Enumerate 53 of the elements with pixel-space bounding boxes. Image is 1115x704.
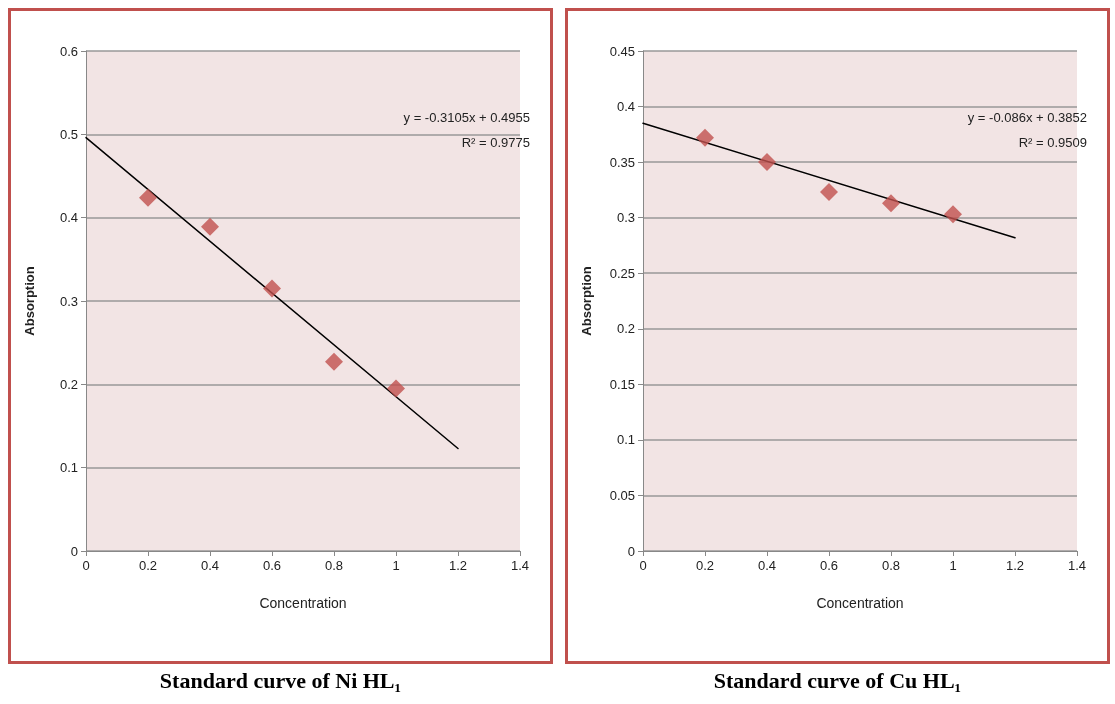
point	[758, 153, 776, 172]
annotation: y = -0.3105x + 0.4955	[403, 110, 530, 125]
x-tick-label: 0	[639, 558, 647, 573]
y-tick-label: 0.3	[616, 210, 635, 226]
y-tick-label: 0.1	[616, 432, 635, 448]
x-tick-label: 0.8	[324, 558, 344, 573]
y-axis-title: Absorption	[579, 266, 594, 336]
y-tick-label: 0.05	[609, 487, 635, 503]
point	[696, 128, 714, 147]
y-tick-label: 0.2	[59, 376, 78, 392]
text: Standard curve of Cu HL₁	[712, 668, 963, 694]
x-tick-label: 0.8	[881, 558, 901, 573]
x-tick-label: 0.4	[757, 558, 777, 573]
x-tick-label: 0.4	[200, 558, 220, 573]
x-tick-label: 1.4	[510, 558, 530, 573]
y-tick-label: 0.4	[59, 210, 78, 226]
y-tick-label: 0.5	[59, 126, 78, 142]
x-axis-title: Concentration	[816, 595, 904, 611]
x-tick-label: 1.2	[448, 558, 468, 573]
y-tick-label: 0	[70, 543, 78, 559]
x-tick-label: 0.6	[262, 558, 282, 573]
point	[820, 183, 838, 202]
y-tick-label: 0.25	[609, 265, 635, 281]
annotation: R² = 0.9509	[1018, 135, 1087, 150]
x-axis-title: Concentration	[259, 595, 347, 611]
point	[944, 205, 962, 224]
annotation: y = -0.086x + 0.3852	[967, 110, 1088, 125]
y-tick-label: 0.3	[59, 293, 78, 309]
y-tick-label: 0.6	[59, 43, 78, 59]
x-tick-label: 0	[82, 558, 90, 573]
point	[139, 188, 157, 207]
point	[325, 352, 343, 371]
x-tick-label: 1	[949, 558, 957, 573]
point	[387, 379, 405, 398]
y-tick-label: 0.45	[609, 43, 635, 59]
y-tick-label: 0.35	[609, 154, 635, 170]
y-tick-label: 0.15	[609, 376, 635, 392]
y-tick-label: 0.4	[616, 99, 635, 115]
x-tick-label: 0.2	[138, 558, 158, 573]
x-tick-label: 1	[392, 558, 400, 573]
y-axis-title: Absorption	[22, 266, 37, 336]
point	[882, 194, 900, 213]
text: Standard curve of Ni HL₁	[158, 668, 403, 694]
y-tick-label: 0	[627, 543, 635, 559]
y-tick-label: 0.1	[59, 460, 78, 476]
point	[263, 279, 281, 298]
x-tick-label: 0.6	[819, 558, 839, 573]
x-tick-label: 1.4	[1067, 558, 1087, 573]
x-tick-label: 0.2	[695, 558, 715, 573]
x-tick-label: 1.2	[1005, 558, 1025, 573]
annotation: R² = 0.9775	[461, 135, 530, 150]
point	[201, 217, 219, 236]
y-tick-label: 0.2	[616, 321, 635, 337]
